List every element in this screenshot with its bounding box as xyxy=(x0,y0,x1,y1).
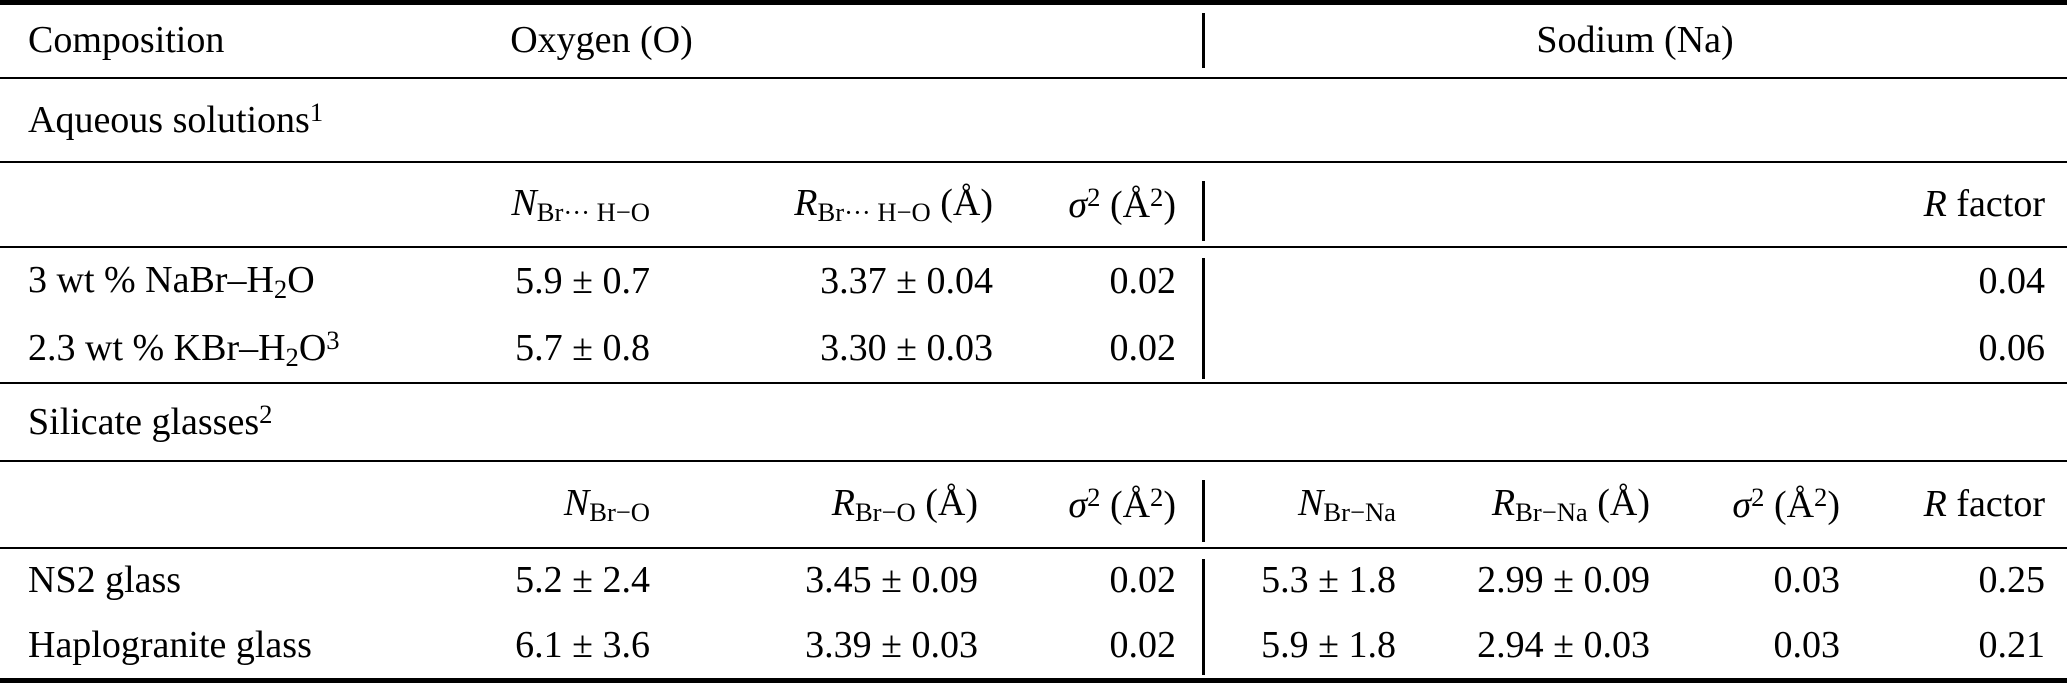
row-label: 3 wt % NaBr–H2O xyxy=(28,258,315,304)
horizontal-rule xyxy=(0,460,2067,462)
top-rule xyxy=(0,0,2067,5)
section-row-silicate: Silicate glasses2 xyxy=(0,384,2067,460)
horizontal-rule xyxy=(0,547,2067,549)
cell-sigma-o: 0.02 xyxy=(1109,559,1177,602)
table-row: 2.3 wt % KBr–H2O3 5.7 ± 0.8 3.30 ± 0.03 … xyxy=(0,315,2067,382)
table-row: NS2 glass 5.2 ± 2.4 3.45 ± 0.09 0.02 5.3… xyxy=(0,549,2067,614)
cell-sigma: 0.02 xyxy=(1109,326,1177,369)
col-header-r-br-na: RBr−Na (Å) xyxy=(1491,481,1650,527)
column-divider xyxy=(1202,480,1205,542)
cell-n: 5.9 ± 0.7 xyxy=(515,259,650,302)
sodium-group-header: Sodium (Na) xyxy=(1536,19,1734,62)
column-divider xyxy=(1202,559,1205,675)
aqueous-data-block: 3 wt % NaBr–H2O 5.9 ± 0.7 3.37 ± 0.04 0.… xyxy=(0,248,2067,382)
cell-r: 3.30 ± 0.03 xyxy=(820,326,993,369)
cell-r-factor: 0.21 xyxy=(1978,623,2046,666)
row-label: NS2 glass xyxy=(28,559,182,602)
col-header-r-br-o: RBr−O (Å) xyxy=(831,481,978,527)
cell-n-na: 5.3 ± 1.8 xyxy=(1261,559,1396,602)
section-row-aqueous: Aqueous solutions1 xyxy=(0,79,2067,161)
cell-r-factor: 0.04 xyxy=(1978,259,2046,302)
cell-sigma: 0.02 xyxy=(1109,259,1177,302)
col-header-sigma-o: σ2 (Å2) xyxy=(1068,181,1176,226)
cell-sigma-na: 0.03 xyxy=(1773,559,1841,602)
cell-n: 5.7 ± 0.8 xyxy=(515,326,650,369)
composition-header: Composition xyxy=(28,19,225,62)
cell-r-na: 2.94 ± 0.03 xyxy=(1477,623,1650,666)
col-header-r-factor: R factor xyxy=(1923,182,2045,225)
col-header-sigma-na: σ2 (Å2) xyxy=(1732,481,1840,526)
col-header-sigma-o: σ2 (Å2) xyxy=(1068,481,1176,526)
cell-n-o: 5.2 ± 2.4 xyxy=(515,559,650,602)
cell-n-o: 6.1 ± 3.6 xyxy=(515,623,650,666)
cell-sigma-na: 0.03 xyxy=(1773,623,1841,666)
column-divider xyxy=(1202,13,1205,68)
section-title-silicate: Silicate glasses2 xyxy=(28,399,273,444)
horizontal-rule xyxy=(0,161,2067,163)
table-row: Haplogranite glass 6.1 ± 3.6 3.39 ± 0.03… xyxy=(0,614,2067,679)
cell-r-o: 3.45 ± 0.09 xyxy=(805,559,978,602)
row-label: 2.3 wt % KBr–H2O3 xyxy=(28,324,340,372)
table-header-row: Composition Oxygen (O) Sodium (Na) xyxy=(0,5,2067,77)
horizontal-rule xyxy=(0,382,2067,384)
col-header-n-br-na: NBr−Na xyxy=(1298,481,1396,527)
cell-r: 3.37 ± 0.04 xyxy=(820,259,993,302)
cell-r-factor: 0.25 xyxy=(1978,559,2046,602)
col-header-n-br-o: NBr−O xyxy=(563,481,650,527)
silicate-subheader-row: NBr−O RBr−O (Å) σ2 (Å2) NBr−Na RBr−Na (Å… xyxy=(0,462,2067,547)
col-header-r-factor: R factor xyxy=(1923,482,2045,525)
cell-r-factor: 0.06 xyxy=(1978,326,2046,369)
horizontal-rule xyxy=(0,246,2067,248)
section-title-aqueous: Aqueous solutions1 xyxy=(28,97,324,142)
row-label: Haplogranite glass xyxy=(28,623,312,666)
col-header-r-br-ho: RBr··· H−O (Å) xyxy=(794,181,993,227)
cell-n-na: 5.9 ± 1.8 xyxy=(1261,623,1396,666)
col-header-n-br-ho: NBr··· H−O xyxy=(511,181,650,227)
column-divider xyxy=(1202,181,1205,241)
oxygen-group-header: Oxygen (O) xyxy=(510,19,693,62)
cell-r-o: 3.39 ± 0.03 xyxy=(805,623,978,666)
cell-sigma-o: 0.02 xyxy=(1109,623,1177,666)
column-divider xyxy=(1202,258,1205,379)
bottom-rule xyxy=(0,678,2067,683)
aqueous-subheader-row: NBr··· H−O RBr··· H−O (Å) σ2 (Å2) R fact… xyxy=(0,163,2067,246)
silicate-data-block: NS2 glass 5.2 ± 2.4 3.45 ± 0.09 0.02 5.3… xyxy=(0,549,2067,678)
cell-r-na: 2.99 ± 0.09 xyxy=(1477,559,1650,602)
horizontal-rule xyxy=(0,77,2067,79)
table-row: 3 wt % NaBr–H2O 5.9 ± 0.7 3.37 ± 0.04 0.… xyxy=(0,248,2067,315)
